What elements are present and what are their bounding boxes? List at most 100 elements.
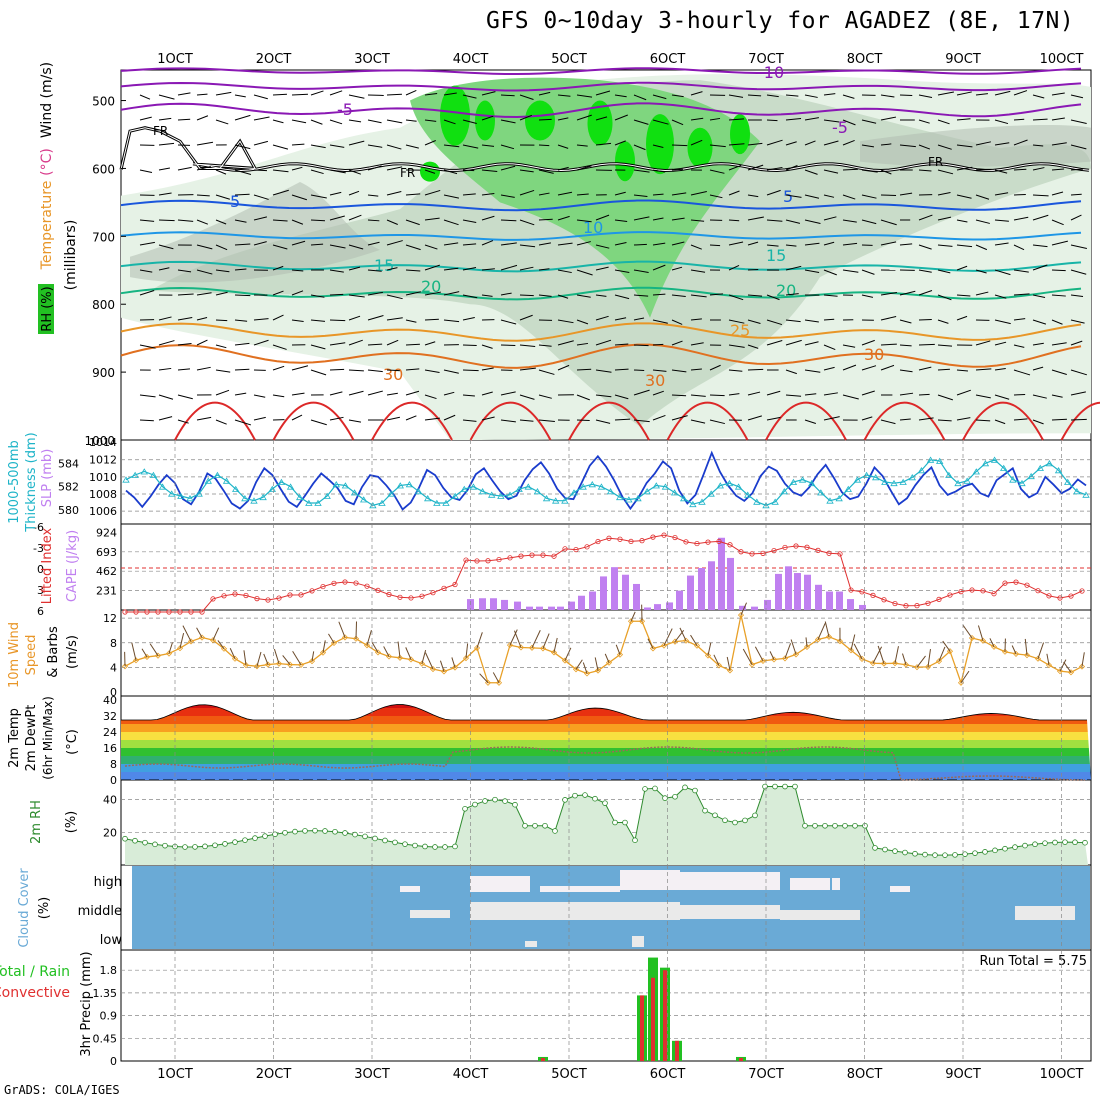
date-label-bottom: 6OCT <box>650 1067 686 1082</box>
wind-barb <box>367 369 383 373</box>
wind-barb <box>367 291 383 296</box>
wind-barb <box>234 193 250 196</box>
rh-point <box>212 842 218 849</box>
wind-barb <box>747 268 759 271</box>
wind-barb <box>728 369 743 372</box>
wind-barb <box>1013 269 1029 273</box>
wind-barb-10m <box>1037 642 1045 659</box>
wind-barb <box>1013 193 1026 196</box>
wind-barb <box>1051 418 1067 421</box>
wind-barb <box>253 194 269 200</box>
wind-barb-10m <box>256 651 262 667</box>
thickness-point <box>341 482 350 489</box>
rh-point <box>782 783 788 790</box>
wind-barb <box>614 94 627 98</box>
wind-barb <box>329 90 343 96</box>
thickness-point <box>122 476 130 483</box>
wind-barb <box>405 319 417 323</box>
wind-barb-10m <box>328 633 335 644</box>
date-label-top: 3OCT <box>354 52 390 67</box>
thickness-point <box>817 489 825 496</box>
thickness-point <box>451 492 459 499</box>
thickness-point <box>552 497 560 504</box>
thickness-point <box>826 497 834 504</box>
rh-point <box>802 822 808 829</box>
temp-contour-30 <box>120 343 1082 369</box>
rh-point <box>722 817 728 824</box>
wind-barb <box>804 419 816 424</box>
thickness-point <box>204 477 212 484</box>
wind-barb <box>842 168 858 171</box>
lifted-index-point <box>903 603 909 609</box>
temp-band <box>121 772 1091 780</box>
wind-barb <box>348 266 361 271</box>
precip-tick-label: 0.45 <box>93 1032 118 1045</box>
wind-barb <box>462 119 477 125</box>
wind-barb <box>576 419 590 422</box>
wind-barb-10m <box>902 653 907 665</box>
wind-barb <box>1051 342 1067 346</box>
wind-speed-point <box>814 636 822 643</box>
rh-point <box>862 822 868 829</box>
wind-barb <box>329 416 344 421</box>
wind-barb <box>652 369 667 372</box>
wind-barb <box>405 368 420 371</box>
wind10-axis-title-4: & Barbs <box>46 626 61 678</box>
temp2m-axis-title: 2m Temp <box>7 708 22 768</box>
wind-speed-point <box>418 660 426 667</box>
wind-barb <box>937 119 950 125</box>
wind-barb <box>690 191 707 196</box>
lifted-index-point <box>518 553 524 559</box>
wind-barb <box>899 243 913 246</box>
rh-point <box>1062 839 1068 845</box>
wind-barb <box>519 314 533 321</box>
wind-barb <box>519 394 535 400</box>
wind-barb <box>690 269 706 273</box>
wind-barb <box>861 416 873 421</box>
wind-barb <box>880 116 897 121</box>
lifted-index-point <box>166 609 172 615</box>
lifted-index-point <box>749 551 755 557</box>
wind-barb-10m <box>383 646 390 657</box>
wind-barb <box>1032 118 1048 121</box>
lifted-index-point <box>1024 582 1030 588</box>
wind-barb <box>861 119 877 124</box>
wind-barb <box>842 139 855 146</box>
wind-barb <box>1032 167 1045 171</box>
temp-contour-35 <box>568 401 650 441</box>
wind-barb <box>1013 369 1031 376</box>
wind-barb-10m <box>872 646 883 664</box>
wind-barb <box>329 368 345 371</box>
wind-barb <box>614 343 629 346</box>
wind-barb <box>823 392 838 396</box>
wind-barb-10m <box>1059 659 1067 672</box>
cape-bar <box>568 601 575 610</box>
wind-barb-10m <box>405 647 412 660</box>
rh-point <box>222 841 228 847</box>
wind-barb <box>234 268 247 271</box>
wind-barb <box>462 169 475 172</box>
wind-barb <box>424 291 442 296</box>
wind-barb <box>576 219 592 223</box>
lifted-index-point <box>991 591 997 597</box>
wind-barb <box>177 166 192 171</box>
wind-speed-point <box>660 642 668 649</box>
thickness-point <box>405 481 414 488</box>
thickness-point <box>433 499 441 506</box>
lifted-index-point <box>936 596 942 602</box>
wind-barb-10m <box>805 637 808 648</box>
thickness-point <box>460 485 468 492</box>
wind-barb <box>348 315 361 321</box>
wind-speed-point <box>209 637 217 644</box>
wind-barb <box>405 291 421 296</box>
thickness-point <box>570 489 578 496</box>
rh-point <box>242 837 248 843</box>
wind-barb <box>766 319 783 326</box>
temp-tick-label: 8 <box>110 758 117 771</box>
wind-speed-point <box>847 647 855 654</box>
wind-barb <box>443 144 460 148</box>
wind-barb <box>975 269 987 274</box>
wind-barb <box>861 269 875 275</box>
wind-barb <box>310 194 327 199</box>
lifted-index-point <box>1068 593 1074 599</box>
